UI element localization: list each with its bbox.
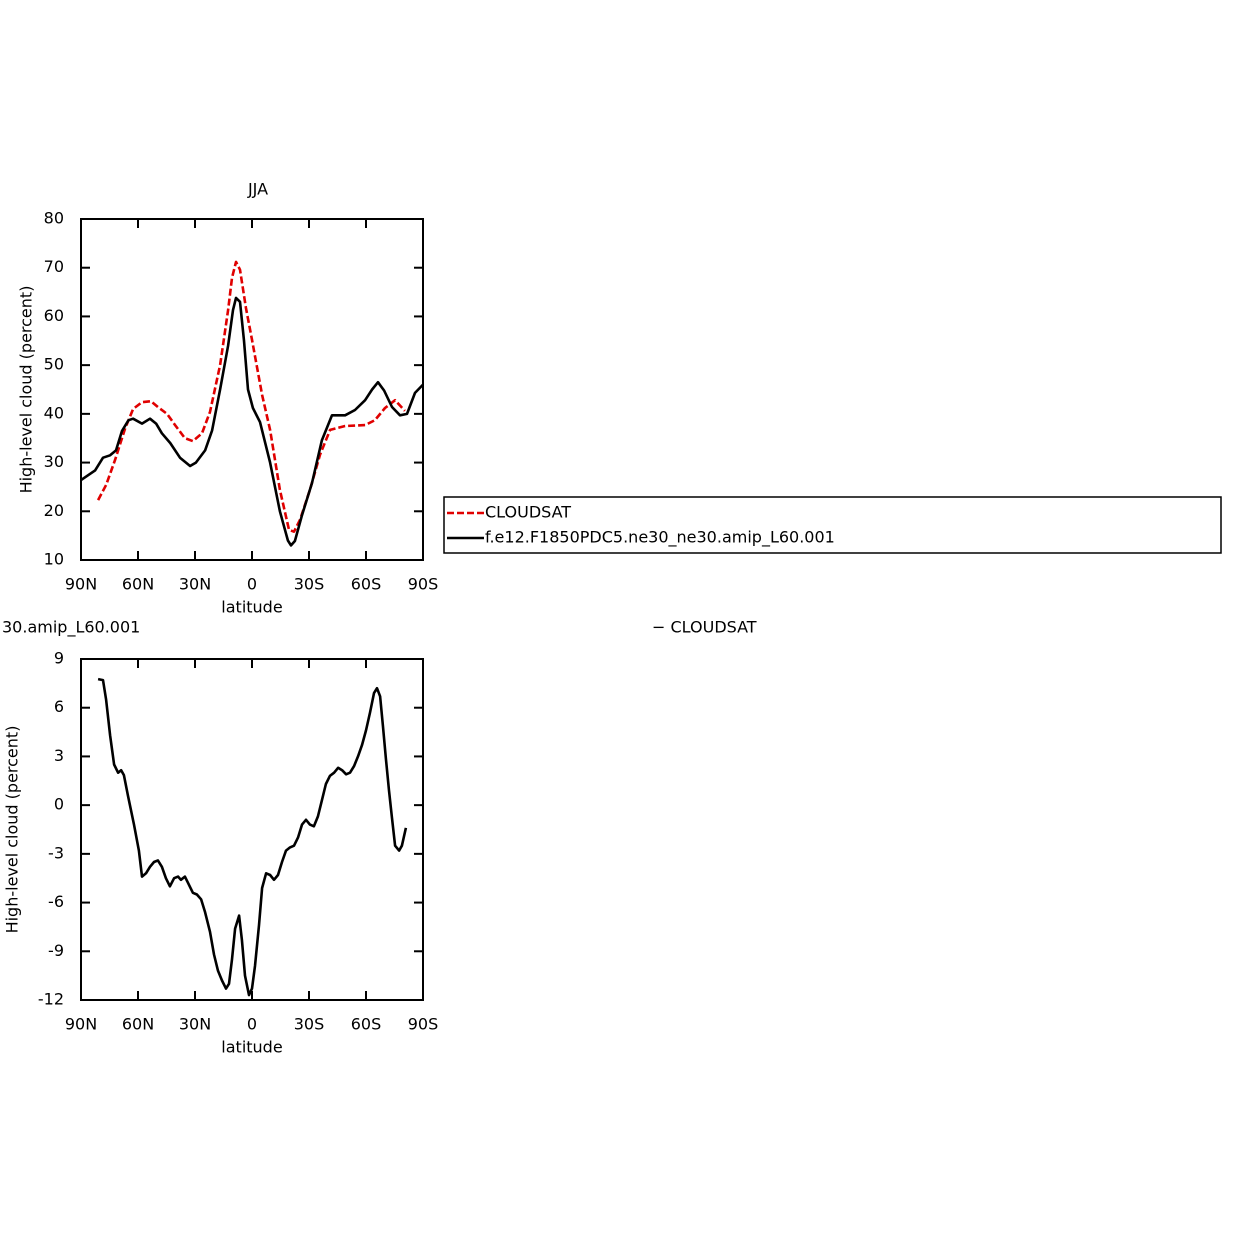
x-tick-label: 90S	[408, 1015, 439, 1034]
x-tick-label: 0	[247, 1015, 257, 1034]
y-tick-label: -9	[48, 941, 64, 960]
y-axis-label: High-level cloud (percent)	[17, 286, 36, 494]
y-tick-label: 0	[54, 795, 64, 814]
chart-title: 30.amip_L60.001	[2, 618, 140, 638]
chart-title-right: − CLOUDSAT	[652, 618, 757, 637]
x-tick-label: 30S	[294, 1015, 325, 1034]
x-tick-label: 30N	[179, 1015, 211, 1034]
x-axis-label: latitude	[221, 1038, 282, 1057]
y-tick-label: 70	[44, 257, 64, 276]
x-tick-label: 90N	[65, 575, 97, 594]
y-tick-label: -6	[48, 892, 64, 911]
series-line	[96, 260, 406, 533]
y-tick-label: 20	[44, 501, 64, 520]
x-tick-label: 60N	[122, 575, 154, 594]
y-tick-label: 6	[54, 697, 64, 716]
y-tick-label: -12	[38, 990, 64, 1009]
y-tick-label: 80	[44, 209, 64, 228]
series-line	[97, 677, 408, 997]
x-tick-label: 60N	[122, 1015, 154, 1034]
y-tick-label: 9	[54, 649, 64, 668]
y-tick-label: 10	[44, 550, 64, 569]
y-tick-label: 3	[54, 746, 64, 765]
y-tick-label: -3	[48, 843, 64, 862]
x-tick-label: 90S	[408, 575, 439, 594]
x-tick-label: 60S	[351, 1015, 382, 1034]
legend-label: f.e12.F1850PDC5.ne30_ne30.amip_L60.001	[485, 528, 835, 548]
y-tick-label: 40	[44, 403, 64, 422]
y-tick-label: 60	[44, 306, 64, 325]
x-tick-label: 60S	[351, 575, 382, 594]
y-axis-label: High-level cloud (percent)	[3, 726, 22, 934]
x-tick-label: 90N	[65, 1015, 97, 1034]
x-tick-label: 30S	[294, 575, 325, 594]
y-tick-label: 30	[44, 452, 64, 471]
x-axis-label: latitude	[221, 598, 282, 617]
x-tick-label: 30N	[179, 575, 211, 594]
legend-label: CLOUDSAT	[485, 503, 571, 522]
legend-box	[443, 496, 1222, 554]
chart-title: JJA	[247, 180, 268, 199]
y-tick-label: 50	[44, 355, 64, 374]
series-line	[80, 296, 424, 547]
x-tick-label: 0	[247, 575, 257, 594]
